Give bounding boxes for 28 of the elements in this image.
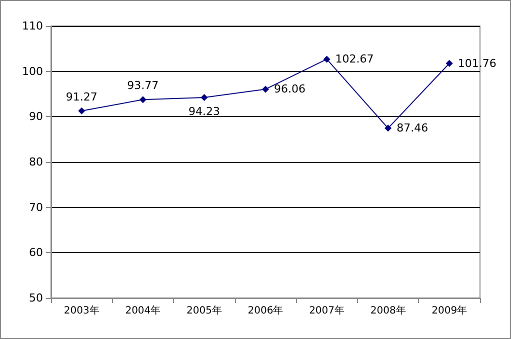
x-tick-label: 2006年 [248, 304, 284, 316]
x-tick-label: 2007年 [309, 304, 345, 316]
x-tick-label: 2008年 [370, 304, 406, 316]
point [323, 56, 330, 63]
data-label: 96.06 [274, 82, 306, 96]
y-tick-label: 60 [29, 246, 43, 260]
y-tick-label: 90 [29, 110, 43, 124]
y-tick-label: 70 [29, 200, 43, 214]
x-tick-label: 2005年 [186, 304, 222, 316]
data-label: 101.76 [458, 56, 496, 70]
data-label: 102.67 [335, 52, 374, 66]
y-tick-label: 110 [22, 20, 43, 32]
point [384, 124, 392, 132]
data-label: 93.77 [127, 79, 159, 92]
point [200, 94, 208, 101]
x-tick-label: 2003年 [64, 304, 100, 316]
point [139, 96, 146, 104]
y-tick-label: 80 [29, 156, 43, 168]
point [262, 86, 269, 93]
x-tick-label: 2009年 [432, 304, 468, 316]
y-tick-label: 50 [29, 292, 43, 304]
point [446, 60, 453, 67]
x-tick-label: 2004年 [125, 304, 161, 316]
data-label: 94.23 [188, 104, 220, 118]
y-tick-label: 100 [22, 64, 43, 78]
data-label: 87.46 [396, 122, 428, 135]
data-label: 91.27 [66, 90, 98, 104]
point [78, 107, 86, 114]
